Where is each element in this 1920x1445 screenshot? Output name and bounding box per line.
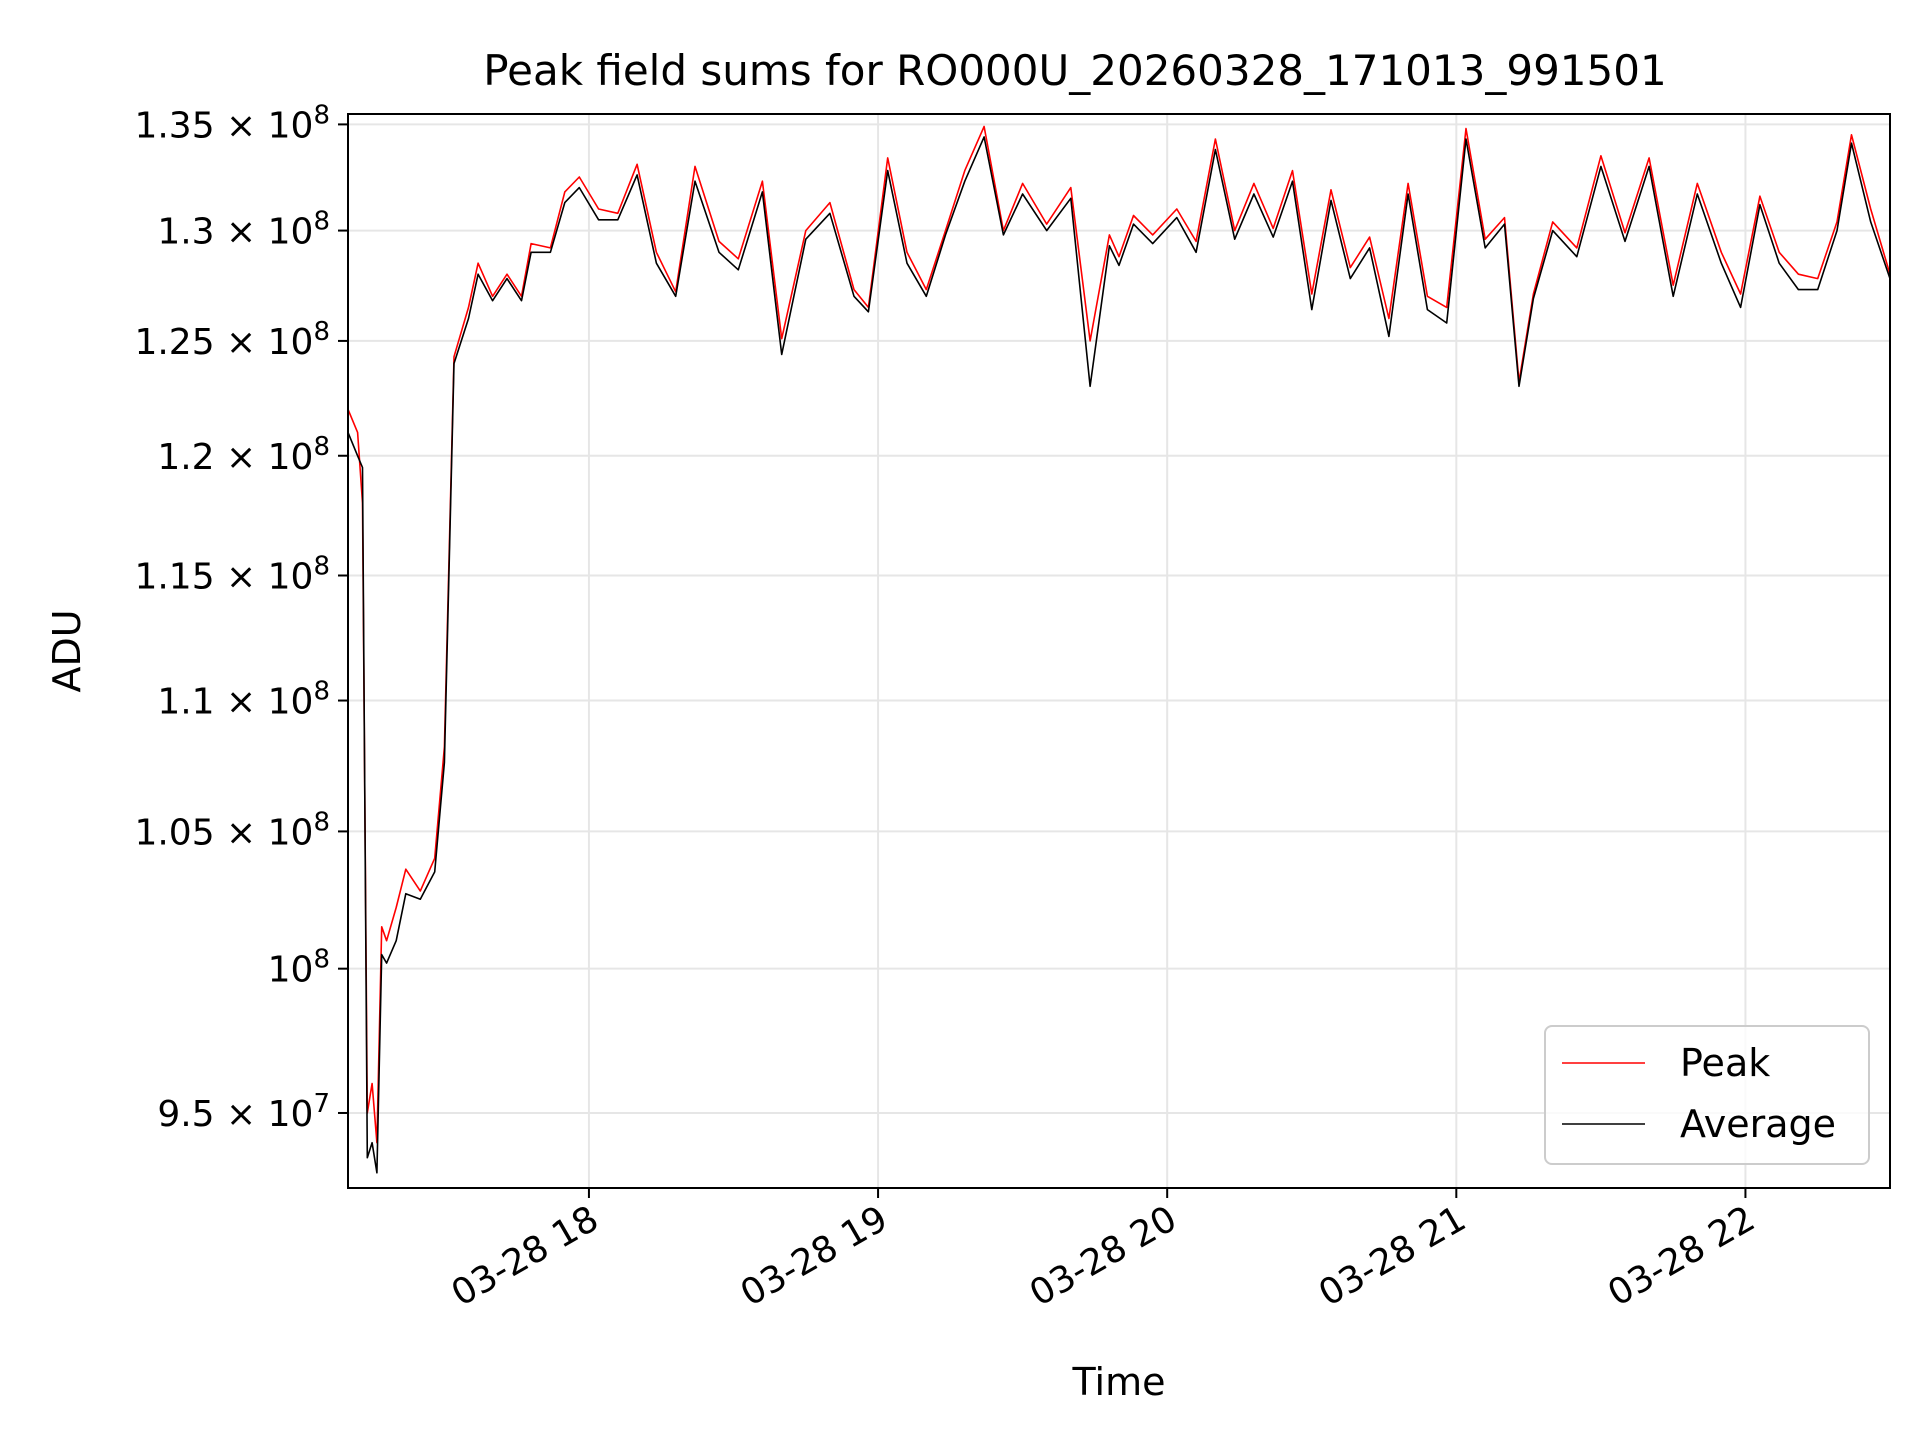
y-tick-label: 1.25 × 108 (134, 317, 330, 363)
series-line-peak (347, 125, 1891, 1144)
plot-frame (347, 113, 1891, 1189)
chart-title: Peak field sums for RO000U_20260328_1710… (483, 46, 1666, 95)
y-tick-label: 1.35 × 108 (134, 100, 330, 146)
y-tick-label: 1.3 × 108 (157, 207, 330, 253)
y-axis: 9.5 × 107 108 1.05 × 108 1.1 × 108 1.15 × 10… (134, 100, 348, 1135)
y-tick-label: 108 (268, 945, 330, 991)
grid-lines (348, 114, 1890, 1188)
y-tick-label: 9.5 × 107 (157, 1089, 330, 1135)
x-axis-label: Time (1072, 1360, 1166, 1404)
legend: Peak Average (1544, 1025, 1870, 1165)
series-layer (347, 125, 1891, 1174)
y-tick-label: 1.15 × 108 (134, 551, 330, 597)
legend-label-peak: Peak (1680, 1041, 1770, 1085)
legend-box (1544, 1025, 1870, 1165)
y-axis-label: ADU (45, 609, 89, 692)
series-line-average (347, 136, 1891, 1174)
legend-label-average: Average (1680, 1102, 1836, 1146)
y-tick-label: 1.1 × 108 (157, 677, 330, 723)
y-tick-label: 1.2 × 108 (157, 432, 330, 478)
y-tick-label: 1.05 × 108 (134, 807, 330, 853)
